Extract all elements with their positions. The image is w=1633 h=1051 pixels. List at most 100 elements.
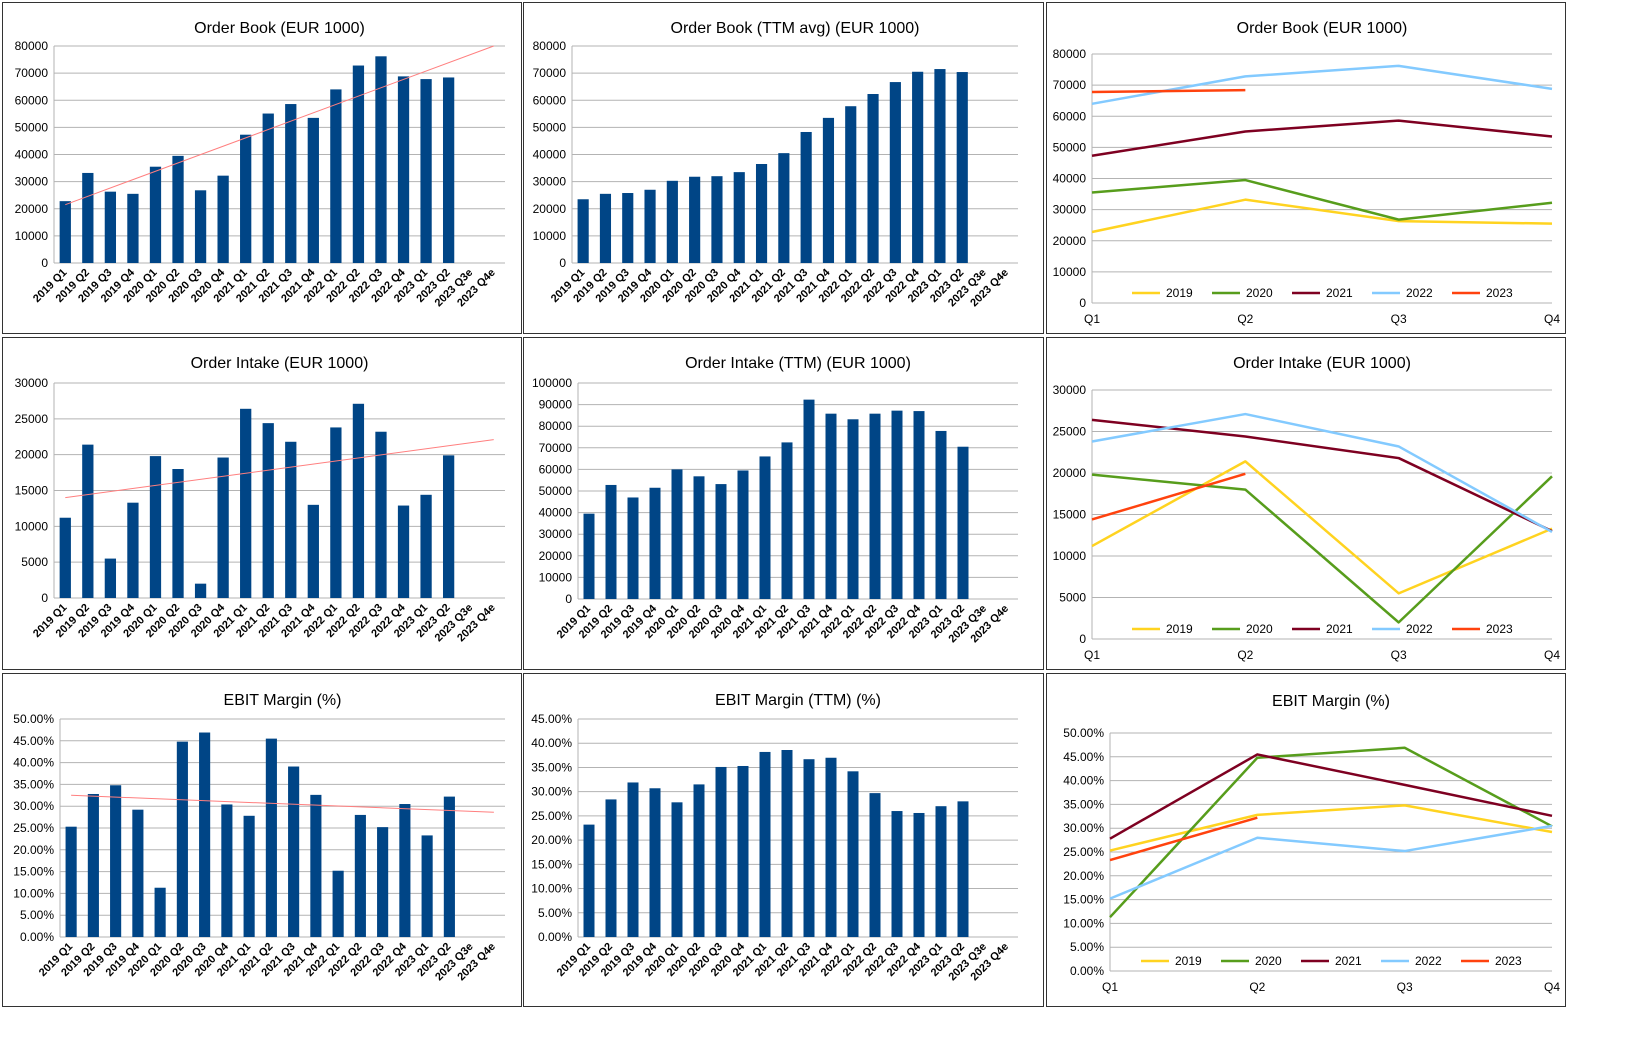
- bar: [913, 812, 925, 937]
- bar: [332, 870, 344, 937]
- bar: [288, 766, 300, 937]
- legend-label: 2023: [1486, 286, 1513, 300]
- y-tick-label: 45.00%: [13, 734, 54, 748]
- y-tick-label: 80000: [539, 419, 573, 433]
- legend-label: 2022: [1415, 954, 1442, 968]
- chart-title: Order Intake (EUR 1000): [191, 355, 369, 372]
- y-tick-label: 30000: [1053, 383, 1087, 397]
- bar: [354, 814, 366, 937]
- y-tick-label: 20000: [533, 202, 567, 216]
- y-tick-label: 10.00%: [531, 882, 572, 896]
- y-tick-label: 10000: [1053, 549, 1087, 563]
- bar: [935, 806, 947, 937]
- bar: [889, 82, 901, 263]
- y-tick-label: 30000: [533, 175, 567, 189]
- bar: [199, 732, 211, 937]
- series-line-2022: [1091, 412, 1553, 534]
- bar: [240, 408, 252, 598]
- bar: [310, 794, 322, 937]
- legend-label: 2021: [1326, 286, 1353, 300]
- y-tick-label: 90000: [539, 398, 573, 412]
- y-tick-label: 0: [41, 591, 48, 605]
- trendline: [71, 794, 494, 813]
- series-line-2019: [1091, 198, 1553, 234]
- y-tick-label: 0: [1079, 632, 1086, 646]
- bar: [605, 484, 617, 599]
- legend-label: 2023: [1495, 954, 1522, 968]
- ebit-margin-chart: EBIT Margin (%) 0.00% 5.00% 10.00% 15.00% 20.…: [2, 673, 522, 1007]
- legend-label: 2022: [1406, 286, 1433, 300]
- x-tick-label: Q4: [1544, 648, 1560, 662]
- ebit-margin-ttm-svg: EBIT Margin (TTM) (%) 0.00% 5.00% 10.00% 15.…: [531, 692, 1018, 983]
- order-intake-by-quarter-svg: Order Intake (EUR 1000) 0 5000 10000 15000 20…: [1053, 355, 1561, 662]
- bar: [822, 117, 835, 263]
- bar: [307, 117, 319, 263]
- bar: [221, 804, 233, 937]
- bar: [737, 765, 749, 937]
- y-tick-label: 20.00%: [1063, 869, 1104, 883]
- bar: [778, 153, 790, 263]
- bar: [399, 804, 411, 937]
- bar: [285, 104, 297, 263]
- order-book-by-quarter-chart: Order Book (EUR 1000) 0 10000 20000 30000 400…: [1046, 2, 1566, 334]
- y-tick-label: 40.00%: [531, 736, 572, 750]
- bar: [104, 191, 117, 263]
- y-tick-label: 60000: [1053, 109, 1087, 123]
- series-line-2019: [1109, 804, 1553, 852]
- bar: [605, 799, 617, 937]
- y-tick-label: 10000: [1053, 265, 1087, 279]
- bar: [759, 751, 771, 937]
- y-tick-label: 25000: [1053, 425, 1087, 439]
- y-tick-label: 15.00%: [1063, 893, 1104, 907]
- bar: [377, 827, 389, 937]
- y-tick-label: 70000: [539, 441, 573, 455]
- bar: [421, 835, 433, 937]
- y-tick-label: 25.00%: [531, 809, 572, 823]
- order-book-by-quarter-svg: Order Book (EUR 1000) 0 10000 20000 30000 400…: [1053, 20, 1561, 326]
- ebit-margin-by-quarter-svg: EBIT Margin (%) 0.00% 5.00% 10.00% 15.00% 20.…: [1063, 693, 1560, 994]
- bar: [627, 782, 639, 937]
- bar: [59, 517, 71, 598]
- chart-title: EBIT Margin (%): [1272, 693, 1390, 710]
- series-line-2022: [1109, 824, 1553, 900]
- y-tick-label: 50.00%: [13, 712, 54, 726]
- bar: [956, 72, 968, 263]
- x-tick-label: Q1: [1084, 648, 1100, 662]
- bar: [65, 826, 77, 937]
- y-tick-label: 40.00%: [13, 756, 54, 770]
- series-line-2020: [1091, 473, 1553, 624]
- series-line-2019: [1091, 460, 1553, 595]
- bar: [755, 163, 768, 263]
- x-tick-label: Q4: [1544, 312, 1560, 326]
- y-tick-label: 60000: [533, 93, 567, 107]
- y-tick-label: 70000: [1053, 78, 1087, 92]
- series-line-2020: [1109, 746, 1553, 919]
- y-tick-label: 0: [1079, 296, 1086, 310]
- y-tick-label: 20000: [539, 549, 573, 563]
- bar: [912, 71, 924, 263]
- bar: [733, 172, 745, 263]
- chart-title: EBIT Margin (%): [224, 692, 342, 709]
- y-tick-label: 20000: [1053, 234, 1087, 248]
- legend-label: 2019: [1166, 286, 1193, 300]
- chart-title: EBIT Margin (TTM) (%): [715, 692, 881, 709]
- y-tick-label: 80000: [533, 39, 567, 53]
- y-tick-label: 50000: [533, 120, 567, 134]
- bar: [443, 796, 455, 937]
- bar: [847, 771, 859, 937]
- bar: [194, 583, 207, 598]
- y-tick-label: 20.00%: [531, 833, 572, 847]
- bar: [442, 455, 455, 598]
- y-tick-label: 30000: [15, 376, 49, 390]
- bar: [59, 201, 71, 263]
- bar: [803, 759, 815, 937]
- y-tick-label: 60000: [15, 93, 49, 107]
- bar: [352, 403, 365, 598]
- series-line-2021: [1091, 119, 1553, 158]
- order-intake-by-quarter-chart: Order Intake (EUR 1000) 0 5000 10000 15000 20…: [1046, 337, 1566, 670]
- bar: [622, 193, 634, 263]
- y-tick-label: 15.00%: [13, 865, 54, 879]
- bar: [217, 457, 229, 598]
- bar: [397, 76, 410, 263]
- y-tick-label: 35.00%: [1063, 797, 1104, 811]
